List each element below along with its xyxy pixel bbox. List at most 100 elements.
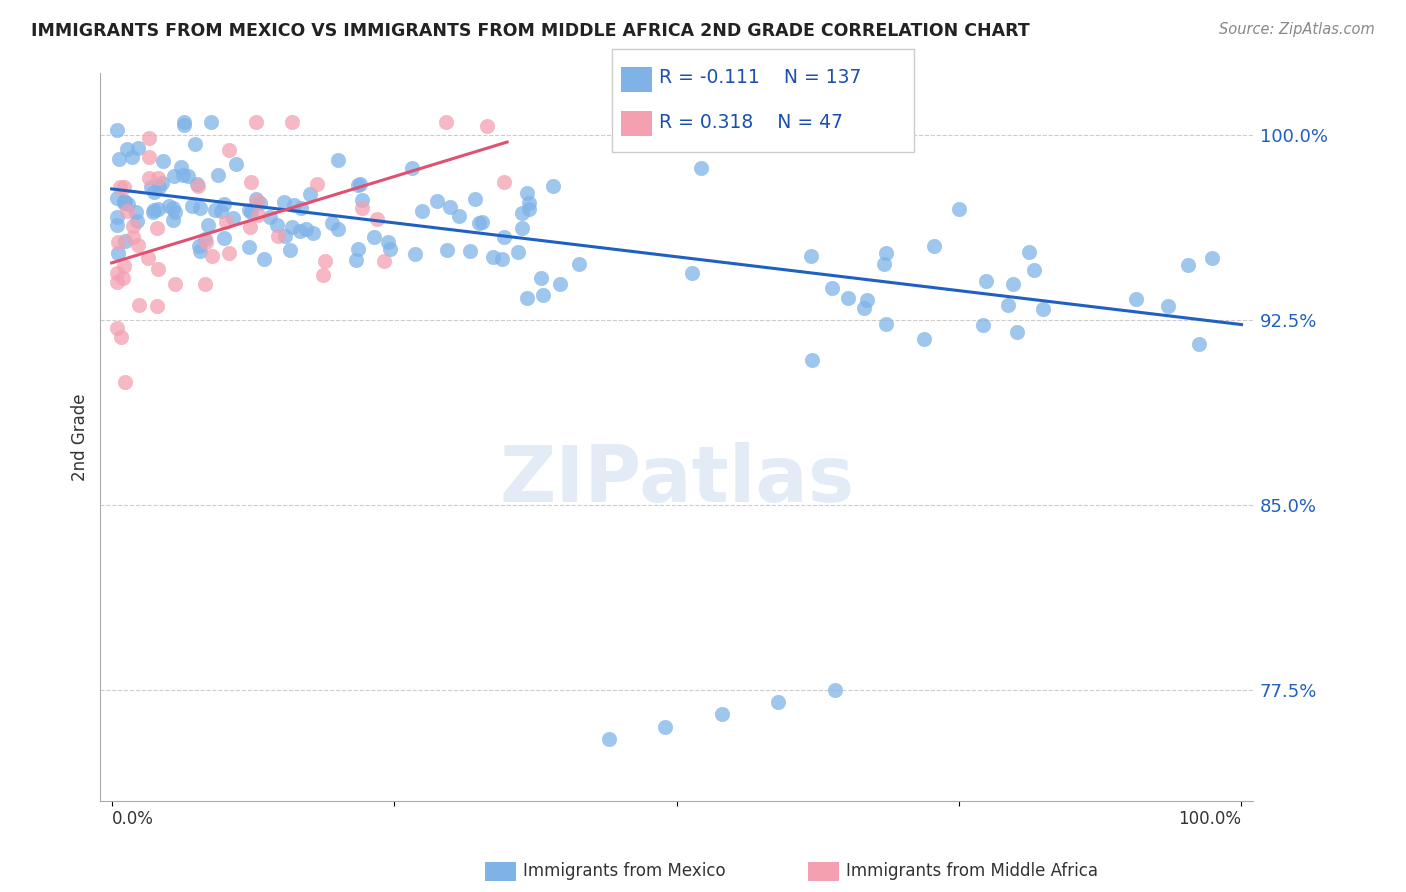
Point [482, 251, 505, 265]
Point [492, 230, 515, 244]
Point [172, 168, 194, 182]
Point [162, 201, 184, 215]
Point [127, 141, 149, 155]
Point [411, 204, 433, 219]
Point [266, 218, 288, 232]
Point [401, 161, 423, 175]
Point [516, 291, 538, 305]
Point [363, 230, 385, 244]
Point [290, 202, 312, 216]
Point [240, 175, 263, 189]
Point [366, 212, 388, 227]
Point [344, 252, 367, 267]
Point [125, 205, 148, 219]
Point [517, 196, 540, 211]
Point [246, 194, 269, 208]
Point [165, 205, 187, 219]
Point [458, 244, 481, 258]
Point [157, 199, 180, 213]
Point [1157, 299, 1180, 313]
Point [218, 246, 240, 260]
Point [349, 178, 371, 192]
Point [654, 720, 676, 734]
Text: Immigrants from Middle Africa: Immigrants from Middle Africa [846, 863, 1098, 880]
Point [530, 270, 553, 285]
Point [186, 177, 208, 191]
Text: Source: ZipAtlas.com: Source: ZipAtlas.com [1219, 22, 1375, 37]
Point [121, 219, 143, 233]
Point [517, 202, 540, 216]
Point [347, 178, 370, 192]
Point [180, 199, 202, 213]
Point [302, 226, 325, 240]
Point [425, 194, 447, 209]
Point [240, 205, 263, 219]
Point [873, 257, 896, 271]
Point [447, 209, 470, 223]
Point [295, 221, 318, 235]
Point [127, 237, 149, 252]
Point [278, 243, 301, 257]
Point [209, 203, 232, 218]
Point [139, 179, 162, 194]
Point [299, 187, 322, 202]
Point [111, 271, 134, 285]
Point [173, 115, 195, 129]
Point [245, 115, 267, 129]
Point [568, 257, 591, 271]
Point [1022, 262, 1045, 277]
Point [207, 168, 229, 182]
Point [163, 277, 186, 292]
Point [326, 222, 349, 236]
Point [136, 251, 159, 265]
Text: IMMIGRANTS FROM MEXICO VS IMMIGRANTS FROM MIDDLE AFRICA 2ND GRADE CORRELATION CH: IMMIGRANTS FROM MEXICO VS IMMIGRANTS FRO… [31, 22, 1029, 40]
Point [214, 230, 236, 244]
Point [188, 202, 211, 216]
Point [281, 115, 304, 129]
Point [218, 144, 240, 158]
Point [112, 194, 135, 208]
Point [475, 120, 498, 134]
Point [824, 682, 846, 697]
Text: ZIPatlas: ZIPatlas [499, 442, 853, 518]
Point [214, 215, 236, 229]
Point [328, 153, 350, 167]
Point [105, 267, 128, 281]
Point [690, 161, 713, 175]
Point [972, 318, 994, 332]
Text: 0.0%: 0.0% [111, 811, 153, 829]
Point [510, 220, 533, 235]
Point [190, 244, 212, 258]
Y-axis label: 2nd Grade: 2nd Grade [72, 393, 89, 481]
Point [948, 202, 970, 216]
Point [117, 197, 139, 211]
Point [245, 192, 267, 206]
Point [378, 242, 401, 256]
Point [350, 201, 373, 215]
Point [148, 262, 170, 277]
Point [114, 235, 136, 249]
Point [162, 212, 184, 227]
Point [314, 254, 336, 268]
Text: R = -0.111    N = 137: R = -0.111 N = 137 [659, 68, 862, 87]
Point [107, 235, 129, 249]
Point [280, 219, 302, 234]
Point [238, 240, 260, 254]
Point [121, 150, 143, 164]
Point [768, 695, 790, 709]
Point [150, 176, 173, 190]
Point [122, 229, 145, 244]
Point [246, 208, 269, 222]
Point [468, 216, 491, 230]
Point [184, 136, 207, 151]
Point [377, 235, 399, 250]
Point [110, 329, 132, 343]
Point [201, 249, 224, 263]
Point [105, 321, 128, 335]
Point [115, 204, 138, 219]
Point [128, 298, 150, 312]
Point [288, 224, 311, 238]
Point [516, 186, 538, 200]
Point [108, 152, 131, 166]
Point [852, 301, 875, 316]
